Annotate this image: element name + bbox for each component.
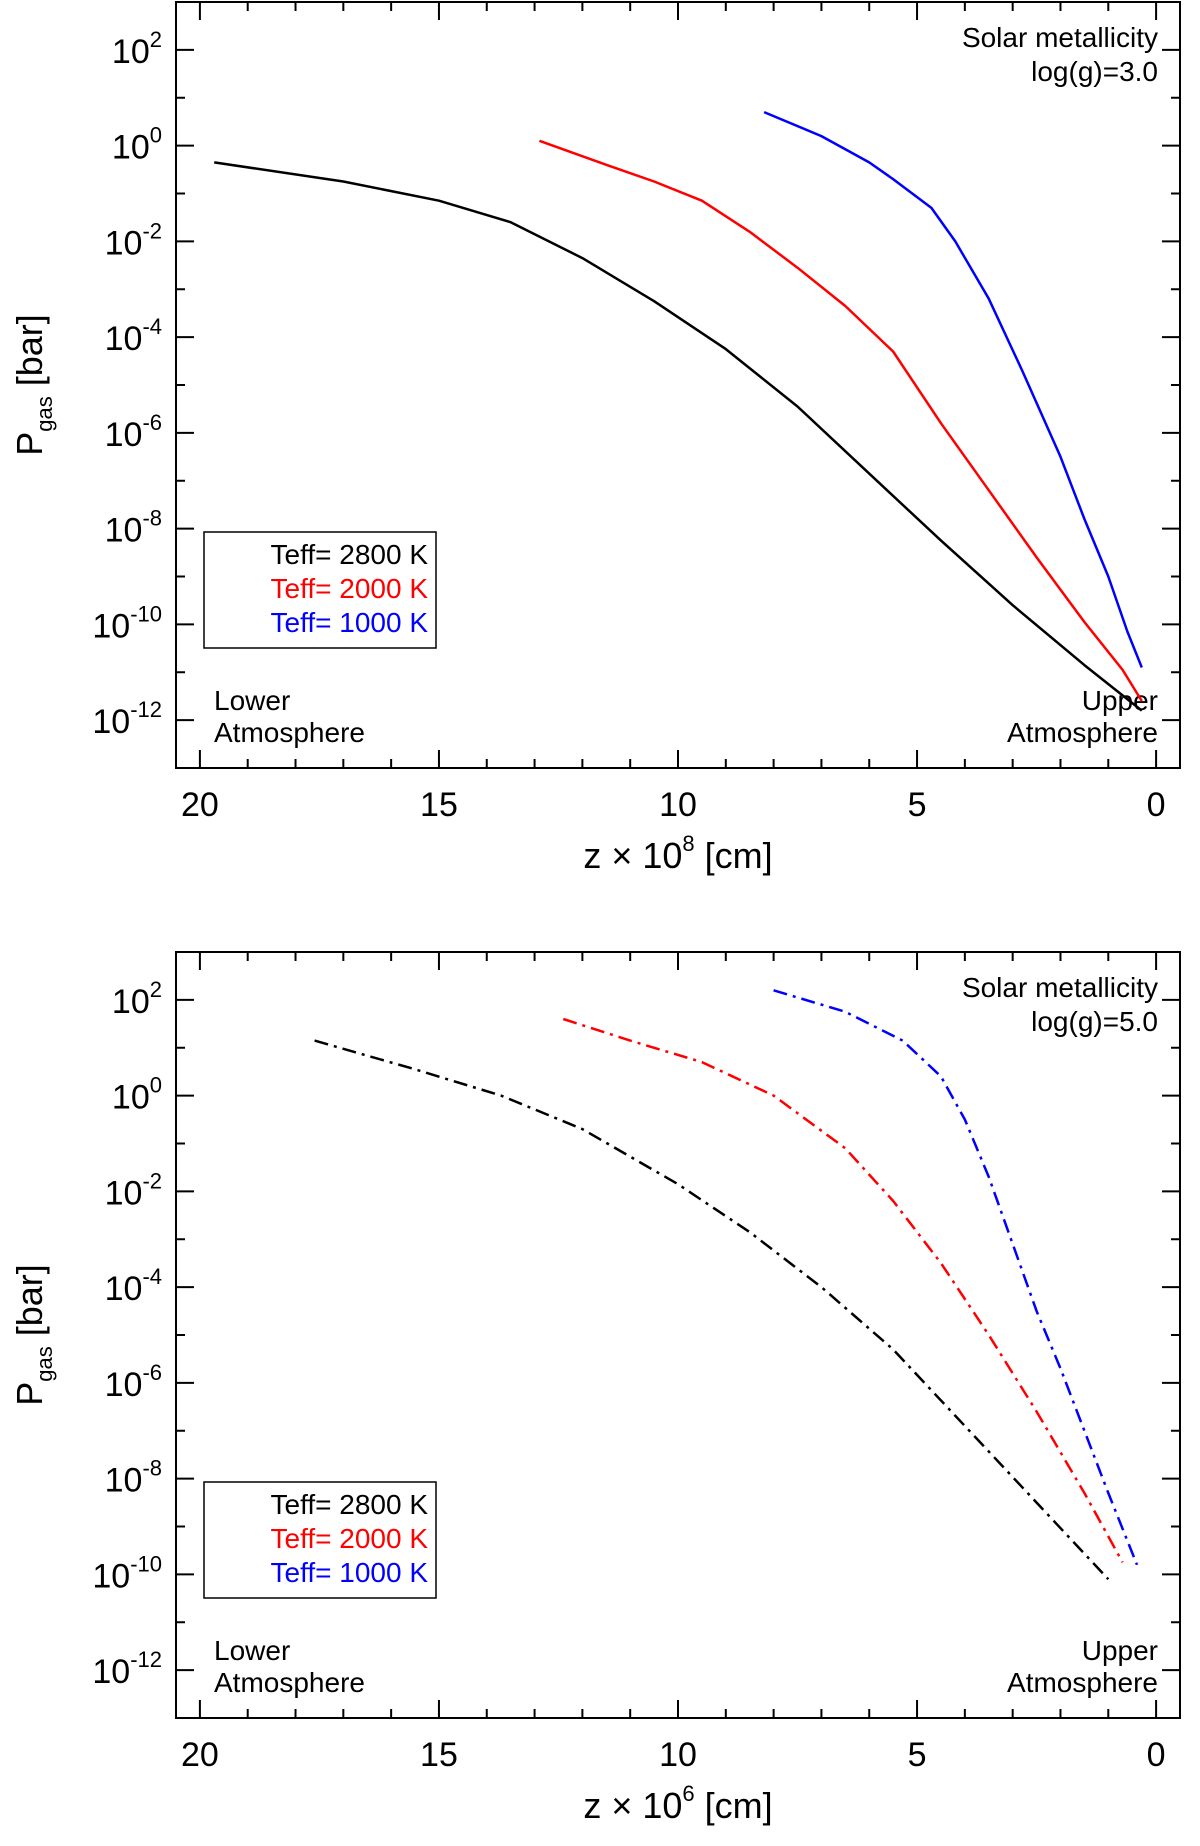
series-line-1 [314,1039,1110,1581]
x-tick-label: 15 [420,1736,458,1774]
corner-label-lower: Lower [214,1635,290,1666]
y-axis-title: Pgas [bar] [9,1264,57,1406]
series-line-1 [214,161,1143,712]
x-axis-title: z × 108 [cm] [583,831,772,876]
series-line-2 [538,139,1143,702]
x-tick-label: 20 [181,786,219,824]
legend-entry: Teff= 2000 K [271,1523,429,1554]
y-tick-label: 10-8 [105,506,162,550]
series-line-3 [763,110,1143,668]
series-line-2 [562,1017,1124,1564]
y-tick-label: 10-12 [92,697,162,741]
x-tick-label: 5 [908,1736,927,1774]
x-tick-label: 0 [1147,786,1166,824]
legend-entry: Teff= 2800 K [271,539,429,570]
corner-label-upper: Upper [1082,1635,1158,1666]
corner-label-upper: Upper [1082,685,1158,716]
legend-entry: Teff= 2800 K [271,1489,429,1520]
plot-frame [175,951,1181,1719]
legend-entry: Teff= 2000 K [271,573,429,604]
corner-label-lower: Atmosphere [214,1667,365,1698]
x-tick-label: 20 [181,1736,219,1774]
legend-entry: Teff= 1000 K [271,1557,429,1588]
y-tick-label: 100 [112,1073,162,1117]
y-tick-label: 102 [112,977,162,1021]
legend-box [203,531,437,649]
y-tick-label: 10-4 [105,1264,162,1308]
x-tick-label: 15 [420,786,458,824]
y-tick-label: 100 [112,123,162,167]
corner-label-lower: Lower [214,685,290,716]
annotation-line: log(g)=3.0 [1031,56,1158,87]
y-tick-label: 10-6 [105,410,162,454]
y-tick-label: 10-10 [92,1551,162,1595]
annotation-line: log(g)=5.0 [1031,1006,1158,1037]
series-line-3 [773,989,1139,1566]
legend-box [203,1481,437,1599]
y-tick-label: 10-8 [105,1456,162,1500]
y-tick-label: 10-4 [105,314,162,358]
corner-label-lower: Atmosphere [214,717,365,748]
x-tick-label: 10 [659,786,697,824]
y-tick-label: 10-2 [105,218,162,262]
corner-label-upper: Atmosphere [1007,717,1158,748]
y-axis-title: Pgas [bar] [9,314,57,456]
x-tick-label: 10 [659,1736,697,1774]
legend-entry: Teff= 1000 K [271,607,429,638]
chart-panel-2: 20 15 10 5 0 102 100 10-2 10-4 10-6 10-8 10-10 10-12… [9,951,1181,1826]
corner-label-upper: Atmosphere [1007,1667,1158,1698]
chart-panel-1: 20 15 10 5 0 102 100 10-2 10-4 10-6 10-8 10-10 10-12… [9,1,1181,876]
annotation-line: Solar metallicity [962,22,1158,53]
x-axis-title: z × 106 [cm] [583,1781,772,1826]
x-tick-label: 5 [908,786,927,824]
annotation-line: Solar metallicity [962,972,1158,1003]
y-tick-label: 10-6 [105,1360,162,1404]
y-tick-label: 10-12 [92,1647,162,1691]
y-tick-label: 10-10 [92,601,162,645]
y-tick-label: 102 [112,27,162,71]
x-tick-label: 0 [1147,1736,1166,1774]
y-tick-label: 10-2 [105,1168,162,1212]
